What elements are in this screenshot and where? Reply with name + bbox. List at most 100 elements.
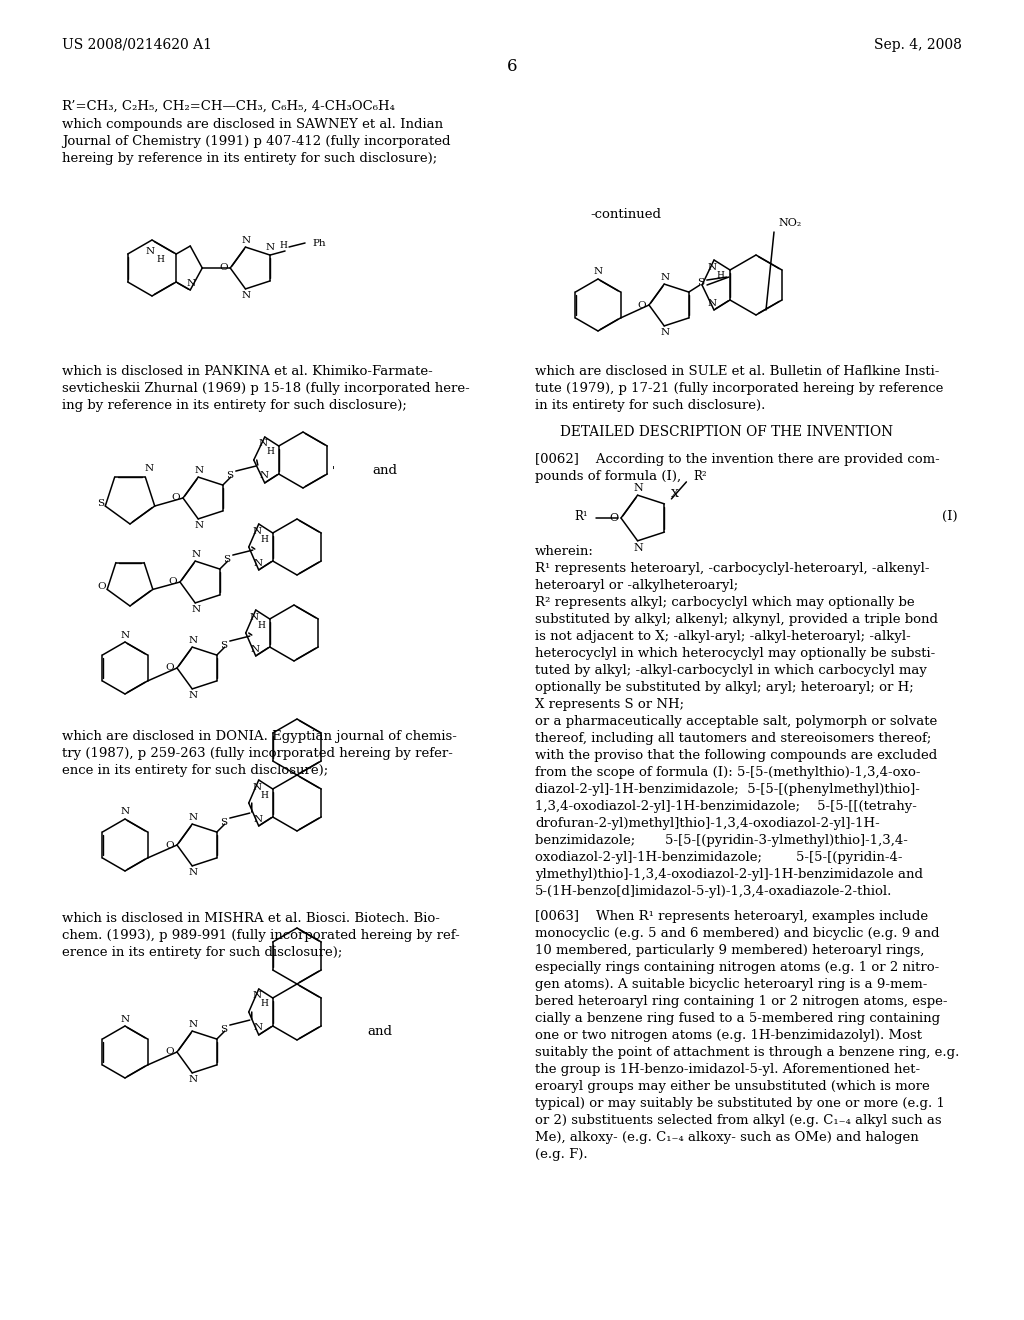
Text: S: S [96,499,103,507]
Text: N: N [708,264,717,272]
Text: in its entirety for such disclosure).: in its entirety for such disclosure). [535,399,765,412]
Text: R² represents alkyl; carbocyclyl which may optionally be: R² represents alkyl; carbocyclyl which m… [535,597,914,609]
Text: DETAILED DESCRIPTION OF THE INVENTION: DETAILED DESCRIPTION OF THE INVENTION [560,425,893,440]
Text: N: N [258,440,267,449]
Text: N: N [253,1023,262,1032]
Text: N: N [242,292,251,301]
Text: which are disclosed in SULE et al. Bulletin of Haflkine Insti-: which are disclosed in SULE et al. Bulle… [535,366,939,378]
Text: N: N [121,808,130,817]
Text: (e.g. F).: (e.g. F). [535,1148,588,1162]
Text: N: N [188,869,198,878]
Text: H: H [156,256,164,264]
Text: S: S [697,277,705,286]
Text: ence in its entirety for such disclosure);: ence in its entirety for such disclosure… [62,764,329,777]
Text: from the scope of formula (I): 5-[5-(methylthio)-1,3,4-oxo-: from the scope of formula (I): 5-[5-(met… [535,766,921,779]
Text: hereing by reference in its entirety for such disclosure);: hereing by reference in its entirety for… [62,152,437,165]
Text: N: N [250,644,259,653]
Text: H: H [280,240,287,249]
Text: -continued: -continued [590,209,662,220]
Text: N: N [249,612,258,622]
Text: N: N [195,521,204,531]
Text: N: N [252,783,261,792]
Text: tuted by alkyl; -alkyl-carbocyclyl in which carbocyclyl may: tuted by alkyl; -alkyl-carbocyclyl in wh… [535,664,927,677]
Text: ylmethyl)thio]-1,3,4-oxodiazol-2-yl]-1H-benzimidazole and: ylmethyl)thio]-1,3,4-oxodiazol-2-yl]-1H-… [535,869,923,880]
Text: O: O [98,582,106,591]
Text: one or two nitrogen atoms (e.g. 1H-benzimidazolyl). Most: one or two nitrogen atoms (e.g. 1H-benzi… [535,1030,922,1041]
Text: S: S [220,817,227,826]
Text: is not adjacent to X; -alkyl-aryl; -alkyl-heteroaryl; -alkyl-: is not adjacent to X; -alkyl-aryl; -alky… [535,630,910,643]
Text: oxodiazol-2-yl]-1H-benzimidazole;        5-[5-[(pyridin-4-: oxodiazol-2-yl]-1H-benzimidazole; 5-[5-[… [535,851,902,865]
Text: which is disclosed in PANKINA et al. Khimiko-Farmate-: which is disclosed in PANKINA et al. Khi… [62,366,433,378]
Text: S: S [226,470,233,479]
Text: wherein:: wherein: [535,545,594,558]
Text: cially a benzene ring fused to a 5-membered ring containing: cially a benzene ring fused to a 5-membe… [535,1012,940,1026]
Text: Journal of Chemistry (1991) p 407-412 (fully incorporated: Journal of Chemistry (1991) p 407-412 (f… [62,135,451,148]
Text: S: S [220,1024,227,1034]
Text: erence in its entirety for such disclosure);: erence in its entirety for such disclosu… [62,946,342,960]
Text: O: O [172,494,180,503]
Text: H: H [267,447,274,457]
Text: N: N [708,298,717,308]
Text: which is disclosed in MISHRA et al. Biosci. Biotech. Bio-: which is disclosed in MISHRA et al. Bios… [62,912,440,925]
Text: heterocyclyl in which heterocyclyl may optionally be substi-: heterocyclyl in which heterocyclyl may o… [535,647,935,660]
Text: benzimidazole;       5-[5-[(pyridin-3-ylmethyl)thio]-1,3,4-: benzimidazole; 5-[5-[(pyridin-3-ylmethyl… [535,834,908,847]
Text: N: N [191,549,201,558]
Text: X represents S or NH;: X represents S or NH; [535,698,684,711]
Text: O: O [166,664,174,672]
Text: H: H [261,535,268,544]
Text: with the proviso that the following compounds are excluded: with the proviso that the following comp… [535,748,937,762]
Text: N: N [253,814,262,824]
Text: monocyclic (e.g. 5 and 6 membered) and bicyclic (e.g. 9 and: monocyclic (e.g. 5 and 6 membered) and b… [535,927,939,940]
Text: R’=CH₃, C₂H₅, CH₂=CH—CH₃, C₆H₅, 4-CH₃OC₆H₄: R’=CH₃, C₂H₅, CH₂=CH—CH₃, C₆H₅, 4-CH₃OC₆… [62,100,395,114]
Text: N: N [242,235,251,244]
Text: S: S [220,640,227,649]
Text: N: N [144,465,154,474]
Text: 10 membered, particularly 9 membered) heteroaryl rings,: 10 membered, particularly 9 membered) he… [535,944,925,957]
Text: N: N [188,692,198,701]
Text: and: and [367,1026,392,1038]
Text: N: N [191,606,201,614]
Text: N: N [634,543,643,553]
Text: N: N [188,813,198,821]
Text: R²: R² [693,470,707,483]
Text: typical) or may suitably be substituted by one or more (e.g. 1: typical) or may suitably be substituted … [535,1097,945,1110]
Text: N: N [265,243,274,252]
Text: N: N [660,329,670,338]
Text: N: N [121,1015,130,1023]
Text: N: N [188,1076,198,1085]
Text: the group is 1H-benzo-imidazol-5-yl. Aforementioned het-: the group is 1H-benzo-imidazol-5-yl. Afo… [535,1063,921,1076]
Text: N: N [145,248,155,256]
Text: N: N [188,1019,198,1028]
Text: O: O [166,841,174,850]
Text: suitably the point of attachment is through a benzene ring, e.g.: suitably the point of attachment is thro… [535,1045,959,1059]
Text: tute (1979), p 17-21 (fully incorporated hereing by reference: tute (1979), p 17-21 (fully incorporated… [535,381,943,395]
Text: H: H [261,791,268,800]
Text: N: N [195,466,204,475]
Text: try (1987), p 259-263 (fully incorporated hereing by refer-: try (1987), p 259-263 (fully incorporate… [62,747,453,760]
Text: N: N [259,471,268,480]
Text: pounds of formula (I),: pounds of formula (I), [535,470,681,483]
Text: 5-(1H-benzo[d]imidazol-5-yl)-1,3,4-oxadiazole-2-thiol.: 5-(1H-benzo[d]imidazol-5-yl)-1,3,4-oxadi… [535,884,892,898]
Text: eroaryl groups may either be unsubstituted (which is more: eroaryl groups may either be unsubstitut… [535,1080,930,1093]
Text: gen atoms). A suitable bicyclic heteroaryl ring is a 9-mem-: gen atoms). A suitable bicyclic heteroar… [535,978,928,991]
Text: Sep. 4, 2008: Sep. 4, 2008 [874,38,962,51]
Text: sevticheskii Zhurnal (1969) p 15-18 (fully incorporated here-: sevticheskii Zhurnal (1969) p 15-18 (ful… [62,381,470,395]
Text: R¹ represents heteroaryl, -carbocyclyl-heteroaryl, -alkenyl-: R¹ represents heteroaryl, -carbocyclyl-h… [535,562,930,576]
Text: ing by reference in its entirety for such disclosure);: ing by reference in its entirety for suc… [62,399,407,412]
Text: N: N [634,483,643,494]
Text: N: N [594,268,602,276]
Text: 6: 6 [507,58,517,75]
Text: Ph: Ph [312,239,326,248]
Text: N: N [253,558,262,568]
Text: N: N [252,527,261,536]
Text: drofuran-2-yl)methyl]thio]-1,3,4-oxodiazol-2-yl]-1H-: drofuran-2-yl)methyl]thio]-1,3,4-oxodiaz… [535,817,880,830]
Text: and: and [372,465,397,477]
Text: [0062]    According to the invention there are provided com-: [0062] According to the invention there … [535,453,940,466]
Text: 1,3,4-oxodiazol-2-yl]-1H-benzimidazole;    5-[5-[[(tetrahy-: 1,3,4-oxodiazol-2-yl]-1H-benzimidazole; … [535,800,916,813]
Text: or a pharmaceutically acceptable salt, polymorph or solvate: or a pharmaceutically acceptable salt, p… [535,715,937,729]
Text: US 2008/0214620 A1: US 2008/0214620 A1 [62,38,212,51]
Text: which compounds are disclosed in SAWNEY et al. Indian: which compounds are disclosed in SAWNEY … [62,117,443,131]
Text: O: O [219,264,227,272]
Text: N: N [186,279,196,288]
Text: diazol-2-yl]-1H-benzimidazole;  5-[5-[(phenylmethyl)thio]-: diazol-2-yl]-1H-benzimidazole; 5-[5-[(ph… [535,783,920,796]
